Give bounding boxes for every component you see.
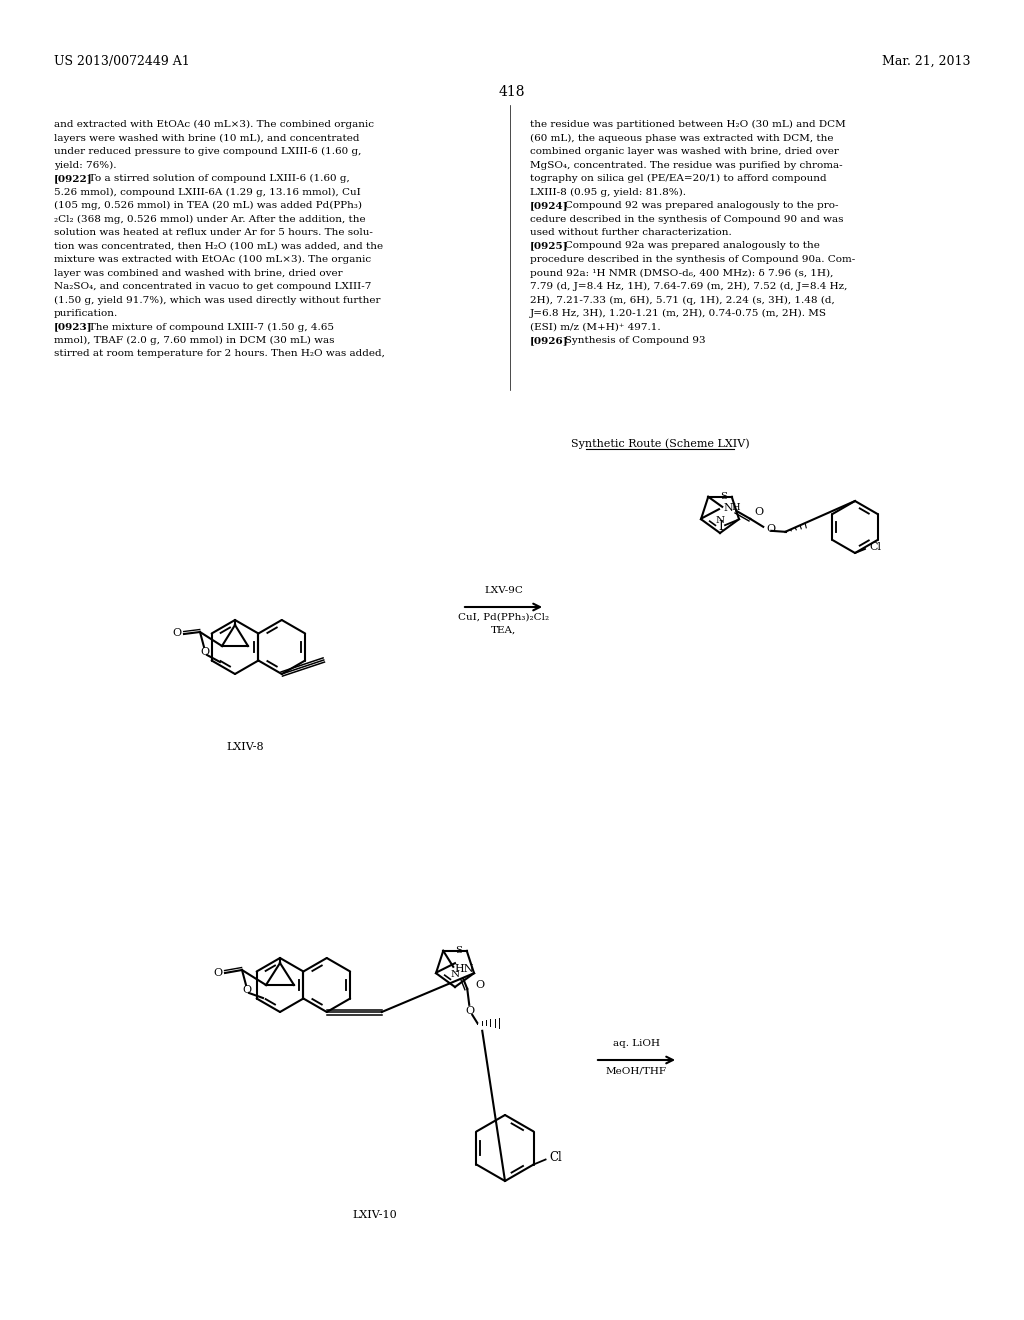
Text: O: O: [172, 628, 181, 638]
Text: O: O: [213, 968, 222, 978]
Text: O: O: [201, 647, 210, 657]
Text: MeOH/THF: MeOH/THF: [606, 1067, 667, 1074]
Text: [0924]: [0924]: [530, 201, 568, 210]
Text: HN: HN: [455, 964, 474, 974]
Text: 2H), 7.21-7.33 (m, 6H), 5.71 (q, 1H), 2.24 (s, 3H), 1.48 (d,: 2H), 7.21-7.33 (m, 6H), 5.71 (q, 1H), 2.…: [530, 296, 835, 305]
Text: To a stirred solution of compound LXIII-6 (1.60 g,: To a stirred solution of compound LXIII-…: [79, 174, 349, 183]
Text: (105 mg, 0.526 mmol) in TEA (20 mL) was added Pd(PPh₃): (105 mg, 0.526 mmol) in TEA (20 mL) was …: [54, 201, 362, 210]
Text: Synthetic Route (Scheme LXIV): Synthetic Route (Scheme LXIV): [570, 438, 750, 449]
Text: US 2013/0072449 A1: US 2013/0072449 A1: [54, 55, 189, 69]
Text: LXIV-10: LXIV-10: [352, 1210, 397, 1220]
Text: and extracted with EtOAc (40 mL×3). The combined organic: and extracted with EtOAc (40 mL×3). The …: [54, 120, 374, 129]
Text: used without further characterization.: used without further characterization.: [530, 228, 732, 238]
Text: (ESI) m/z (M+H)⁺ 497.1.: (ESI) m/z (M+H)⁺ 497.1.: [530, 322, 660, 331]
Text: cedure described in the synthesis of Compound 90 and was: cedure described in the synthesis of Com…: [530, 214, 844, 223]
Text: TEA,: TEA,: [490, 626, 516, 635]
Text: MgSO₄, concentrated. The residue was purified by chroma-: MgSO₄, concentrated. The residue was pur…: [530, 161, 843, 169]
Text: 7.79 (d, J=8.4 Hz, 1H), 7.64-7.69 (m, 2H), 7.52 (d, J=8.4 Hz,: 7.79 (d, J=8.4 Hz, 1H), 7.64-7.69 (m, 2H…: [530, 282, 848, 292]
Text: aq. LiOH: aq. LiOH: [613, 1039, 660, 1048]
Text: N: N: [723, 503, 733, 512]
Text: O: O: [243, 985, 252, 995]
Text: yield: 76%).: yield: 76%).: [54, 161, 117, 170]
Text: I: I: [719, 520, 723, 533]
Text: O: O: [475, 979, 484, 990]
Text: tography on silica gel (PE/EA=20/1) to afford compound: tography on silica gel (PE/EA=20/1) to a…: [530, 174, 826, 183]
Text: Compound 92a was prepared analogously to the: Compound 92a was prepared analogously to…: [555, 242, 820, 251]
Text: Na₂SO₄, and concentrated in vacuo to get compound LXIII-7: Na₂SO₄, and concentrated in vacuo to get…: [54, 282, 372, 290]
Text: (1.50 g, yield 91.7%), which was used directly without further: (1.50 g, yield 91.7%), which was used di…: [54, 296, 381, 305]
Text: stirred at room temperature for 2 hours. Then H₂O was added,: stirred at room temperature for 2 hours.…: [54, 350, 385, 359]
Text: N: N: [716, 516, 725, 525]
Text: procedure described in the synthesis of Compound 90a. Com-: procedure described in the synthesis of …: [530, 255, 855, 264]
Text: 5.26 mmol), compound LXIII-6A (1.29 g, 13.16 mmol), CuI: 5.26 mmol), compound LXIII-6A (1.29 g, 1…: [54, 187, 360, 197]
Text: H: H: [731, 503, 740, 512]
Text: Cl: Cl: [869, 543, 881, 552]
Text: under reduced pressure to give compound LXIII-6 (1.60 g,: under reduced pressure to give compound …: [54, 147, 361, 156]
Text: Mar. 21, 2013: Mar. 21, 2013: [882, 55, 970, 69]
Text: O: O: [755, 507, 763, 517]
Text: the residue was partitioned between H₂O (30 mL) and DCM: the residue was partitioned between H₂O …: [530, 120, 846, 129]
Text: S: S: [455, 946, 462, 956]
Text: LXV-9C: LXV-9C: [484, 586, 523, 595]
Text: N: N: [451, 970, 460, 979]
Text: combined organic layer was washed with brine, dried over: combined organic layer was washed with b…: [530, 147, 839, 156]
Text: mmol), TBAF (2.0 g, 7.60 mmol) in DCM (30 mL) was: mmol), TBAF (2.0 g, 7.60 mmol) in DCM (3…: [54, 337, 335, 345]
Text: J=6.8 Hz, 3H), 1.20-1.21 (m, 2H), 0.74-0.75 (m, 2H). MS: J=6.8 Hz, 3H), 1.20-1.21 (m, 2H), 0.74-0…: [530, 309, 827, 318]
Text: layers were washed with brine (10 mL), and concentrated: layers were washed with brine (10 mL), a…: [54, 133, 359, 143]
Text: LXIII-8 (0.95 g, yield: 81.8%).: LXIII-8 (0.95 g, yield: 81.8%).: [530, 187, 686, 197]
Text: (60 mL), the aqueous phase was extracted with DCM, the: (60 mL), the aqueous phase was extracted…: [530, 133, 834, 143]
Text: Synthesis of Compound 93: Synthesis of Compound 93: [555, 337, 706, 345]
Text: [0923]: [0923]: [54, 322, 92, 331]
Text: [0925]: [0925]: [530, 242, 568, 251]
Text: LXIV-8: LXIV-8: [226, 742, 264, 752]
Text: Cl: Cl: [550, 1151, 562, 1164]
Text: O: O: [766, 524, 775, 533]
Text: [0926]: [0926]: [530, 337, 568, 345]
Text: solution was heated at reflux under Ar for 5 hours. The solu-: solution was heated at reflux under Ar f…: [54, 228, 373, 238]
Text: layer was combined and washed with brine, dried over: layer was combined and washed with brine…: [54, 268, 343, 277]
Text: tion was concentrated, then H₂O (100 mL) was added, and the: tion was concentrated, then H₂O (100 mL)…: [54, 242, 383, 251]
Text: Compound 92 was prepared analogously to the pro-: Compound 92 was prepared analogously to …: [555, 201, 839, 210]
Text: O: O: [466, 1006, 475, 1016]
Text: 418: 418: [499, 84, 525, 99]
Text: ₂Cl₂ (368 mg, 0.526 mmol) under Ar. After the addition, the: ₂Cl₂ (368 mg, 0.526 mmol) under Ar. Afte…: [54, 214, 366, 223]
Text: [0922]: [0922]: [54, 174, 92, 183]
Text: purification.: purification.: [54, 309, 118, 318]
Text: pound 92a: ¹H NMR (DMSO-d₆, 400 MHz): δ 7.96 (s, 1H),: pound 92a: ¹H NMR (DMSO-d₆, 400 MHz): δ …: [530, 268, 834, 277]
Text: The mixture of compound LXIII-7 (1.50 g, 4.65: The mixture of compound LXIII-7 (1.50 g,…: [79, 322, 334, 331]
Text: S: S: [720, 492, 727, 502]
Text: mixture was extracted with EtOAc (100 mL×3). The organic: mixture was extracted with EtOAc (100 mL…: [54, 255, 371, 264]
Text: CuI, Pd(PPh₃)₂Cl₂: CuI, Pd(PPh₃)₂Cl₂: [458, 612, 549, 622]
